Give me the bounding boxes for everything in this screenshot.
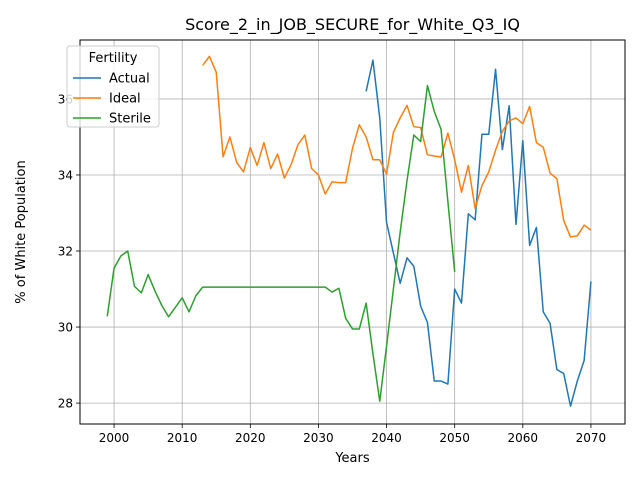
legend-label-sterile: Sterile [109,112,151,127]
series-line-ideal [202,55,592,238]
x-axis-label: Years [334,451,370,466]
y-tick-label: 34 [58,168,73,182]
chart-title: Score_2_in_JOB_SECURE_for_White_Q3_IQ [185,15,520,35]
legend: Fertility Actual Ideal Sterile [66,45,160,128]
x-tick-label: 2030 [303,431,334,445]
legend-items: Actual Ideal Sterile [73,72,151,127]
x-tick-label: 2000 [99,431,130,445]
x-tick-label: 2010 [167,431,198,445]
x-tick-label: 2060 [508,431,539,445]
series-lines [106,55,592,407]
series-line-actual [365,59,592,407]
legend-box [66,45,160,128]
x-tick-label: 2050 [439,431,470,445]
grid [80,40,625,424]
x-tick-label: 2070 [576,431,607,445]
legend-title: Fertility [89,51,138,66]
series-line-sterile [106,84,456,402]
y-tick-label: 28 [58,397,73,411]
x-tick-label: 2040 [371,431,402,445]
y-tick-label: 32 [58,245,73,259]
x-tick-label: 2020 [235,431,266,445]
y-axis-label: % of White Population [14,160,29,303]
legend-label-actual: Actual [109,72,150,87]
plot-frame [79,39,626,425]
legend-label-ideal: Ideal [109,92,141,107]
x-axis-ticks: 2000 2010 2020 2030 2040 2050 2060 2070 [99,424,606,445]
y-tick-label: 30 [58,321,73,335]
